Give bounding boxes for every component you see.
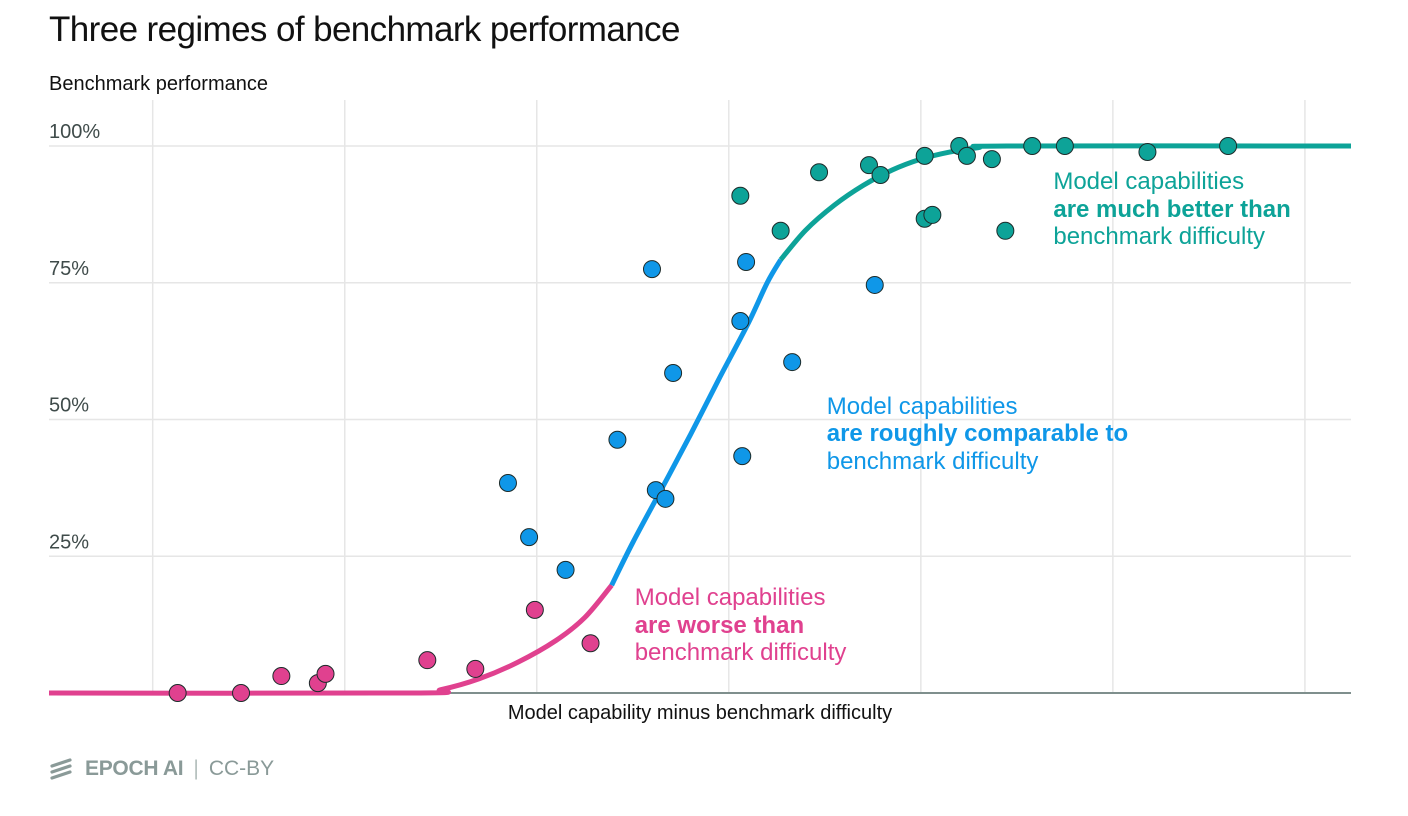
data-point — [731, 312, 750, 331]
data-point — [642, 260, 661, 279]
data-point — [1023, 137, 1042, 155]
data-point — [466, 659, 485, 678]
chart-title: Three regimes of benchmark performance — [49, 10, 680, 49]
footer-separator: | — [193, 757, 199, 780]
y-tick-label: 50% — [49, 395, 89, 417]
footer: EPOCH AI | CC-BY — [49, 757, 274, 781]
data-point — [525, 600, 544, 619]
data-point — [957, 146, 976, 165]
data-point — [771, 221, 790, 240]
epoch-logo-icon — [50, 758, 72, 780]
data-point — [810, 163, 829, 182]
data-point — [996, 221, 1015, 240]
annotation-line1: Model capabilities — [634, 584, 826, 611]
data-point — [1055, 137, 1074, 155]
data-point — [1219, 137, 1238, 155]
x-axis-label: Model capability minus benchmark difficu… — [0, 702, 1400, 725]
x-axis-label-text: Model capability minus benchmark difficu… — [507, 702, 893, 724]
annotation-bold: are much better than — [1053, 195, 1291, 223]
annotation-better: Model capabilities are much better than … — [1053, 168, 1290, 251]
license: CC-BY — [208, 757, 275, 780]
annotation-line3: benchmark difficulty — [1053, 223, 1265, 251]
data-point — [498, 473, 517, 492]
grid — [49, 100, 1351, 694]
annotation-line3: benchmark difficulty — [634, 639, 847, 666]
y-axis-label: Benchmark performance — [49, 73, 268, 95]
data-point — [737, 252, 756, 271]
data-point — [656, 489, 675, 508]
data-point — [520, 528, 539, 547]
y-tick-label: 75% — [49, 258, 89, 280]
fit-curve-segment — [609, 258, 783, 587]
annotation-bold: are roughly comparable to — [826, 420, 1129, 448]
data-point — [865, 275, 884, 294]
data-point — [316, 664, 335, 683]
data-point — [581, 634, 600, 653]
data-point — [1138, 143, 1157, 162]
data-point — [272, 667, 291, 686]
data-point — [871, 165, 890, 184]
data-point — [418, 651, 437, 670]
annotation-bold: are worse than — [634, 611, 805, 639]
data-point — [783, 353, 802, 372]
y-tick-label: 100% — [49, 121, 100, 143]
y-tick-labels: 25% 50% 75% 100% — [49, 121, 100, 553]
data-point — [923, 205, 942, 224]
annotation-worse: Model capabilities are worse than benchm… — [635, 584, 847, 667]
data-point — [982, 150, 1001, 169]
annotation-line3: benchmark difficulty — [826, 447, 1039, 475]
data-point — [232, 684, 251, 702]
annotation-line1: Model capabilities — [826, 392, 1018, 420]
data-point — [556, 560, 575, 579]
data-point — [731, 186, 750, 205]
data-point — [168, 684, 187, 702]
brand-name: EPOCH AI — [85, 757, 184, 780]
annotation-comparable: Model capabilities are roughly comparabl… — [827, 393, 1128, 476]
data-point — [733, 447, 752, 466]
data-point — [915, 146, 934, 165]
annotation-line1: Model capabilities — [1053, 168, 1245, 196]
data-point — [664, 364, 683, 383]
y-tick-label: 25% — [49, 531, 89, 553]
data-point — [608, 430, 627, 449]
data-points — [168, 137, 1238, 702]
fit-curve-segment — [48, 583, 614, 696]
data-point — [859, 156, 878, 175]
